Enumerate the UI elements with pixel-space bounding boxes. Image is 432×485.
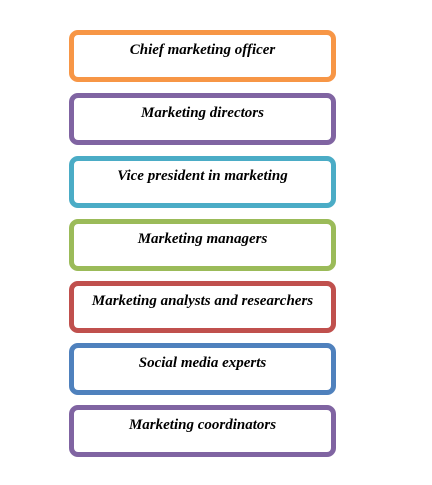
level-label: Social media experts bbox=[138, 355, 267, 371]
level-box-marketing-coordinators: Marketing coordinators bbox=[69, 405, 336, 457]
level-label: Marketing directors bbox=[141, 105, 264, 121]
level-box-vice-president: Vice president in marketing bbox=[69, 156, 336, 208]
level-box-chief-marketing-officer: Chief marketing officer bbox=[69, 30, 336, 82]
level-label: Marketing managers bbox=[137, 231, 268, 247]
level-box-social-media-experts: Social media experts bbox=[69, 343, 336, 395]
level-box-marketing-managers: Marketing managers bbox=[69, 219, 336, 271]
level-label: Vice president in marketing bbox=[117, 168, 288, 184]
level-label: Marketing analysts and researchers bbox=[91, 293, 314, 309]
level-label: Marketing coordinators bbox=[128, 417, 277, 433]
level-box-analysts-researchers: Marketing analysts and researchers bbox=[69, 281, 336, 333]
level-box-marketing-directors: Marketing directors bbox=[69, 93, 336, 145]
level-label: Chief marketing officer bbox=[129, 42, 276, 58]
